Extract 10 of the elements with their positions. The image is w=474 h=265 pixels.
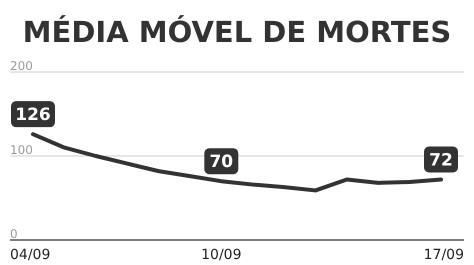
y-tick-label: 200 [10,59,33,73]
chart-title: MÉDIA MÓVEL DE MORTES [22,15,452,49]
y-tick-label: 100 [10,143,33,157]
x-tick-label: 17/09 [424,247,464,263]
x-tick-label: 10/09 [201,247,242,263]
data-label: 70 [209,152,234,172]
x-tick-label: 04/09 [10,247,50,263]
data-label: 72 [429,150,453,171]
y-tick-label: 0 [10,227,18,241]
data-label: 126 [15,105,51,126]
